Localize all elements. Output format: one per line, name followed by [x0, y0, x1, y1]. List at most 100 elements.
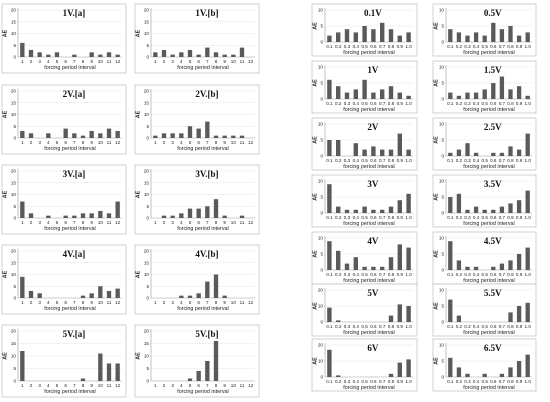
y-tick-label: 5: [441, 304, 444, 309]
y-tick-label: 5: [441, 252, 444, 257]
x-tick-label: 0.4: [353, 44, 360, 49]
chart-panel: 0 5 10 0.1 0.2 0.3 0.4 0.5 0.6 0.7 0.8 0.9 1.0 forcin…: [311, 60, 418, 114]
x-tick-label: 0.5: [361, 101, 368, 106]
bar: [106, 213, 112, 218]
bar: [508, 146, 513, 156]
x-tick-label: 0.6: [370, 158, 377, 163]
x-tick-label: 7: [73, 220, 76, 225]
x-tick-label: 11: [107, 220, 112, 225]
x-tick-label: 4: [47, 383, 50, 388]
bar: [380, 266, 385, 270]
bar: [54, 52, 60, 57]
bar: [465, 143, 470, 156]
bar: [482, 373, 487, 377]
x-tick-label: 0.4: [353, 272, 360, 277]
panel-title: 5V.[b]: [195, 329, 218, 339]
x-tick-label: 0.8: [507, 44, 514, 49]
x-tick-label: 0.2: [456, 324, 463, 329]
y-tick-label: 0: [146, 296, 149, 301]
x-tick-label: 12: [248, 300, 254, 305]
x-tick-label: 0.6: [370, 101, 377, 106]
bar: [516, 35, 522, 42]
bar: [473, 92, 479, 99]
y-axis-label: AE: [3, 110, 9, 118]
x-axis-title: forcing period interval: [44, 65, 96, 71]
x-tick-label: 5: [189, 140, 192, 145]
y-tick-label: 5: [13, 284, 16, 289]
y-tick-label: 0: [13, 296, 16, 301]
bar: [456, 95, 462, 99]
x-tick-label: 1: [21, 59, 24, 64]
bar: [499, 206, 505, 213]
bar: [516, 86, 522, 99]
x-tick-label: 0.1: [326, 44, 333, 49]
y-tick-label: 20: [318, 288, 324, 293]
x-tick-label: 0.1: [326, 324, 333, 329]
bar: [397, 304, 402, 322]
chart-panel: 0 10 20 0.1 0.2 0.3 0.4 0.5 0.6 0.7 0.8 0.9 1.0 forci…: [311, 283, 418, 337]
panel-frame: [1, 3, 127, 74]
y-axis-label: AE: [136, 110, 142, 118]
x-tick-label: 6: [64, 300, 67, 305]
y-tick-label: 15: [11, 180, 17, 185]
x-axis-title: forcing period interval: [463, 330, 515, 336]
x-tick-label: 6: [197, 300, 200, 305]
panel-frame: [134, 244, 260, 315]
bar: [106, 290, 112, 298]
x-axis-title: forcing period interval: [463, 221, 515, 227]
bar: [448, 241, 453, 270]
y-axis-label: AE: [434, 136, 440, 144]
y-axis-label: AE: [313, 357, 319, 365]
y-tick-label: 5: [320, 138, 323, 143]
bar: [499, 263, 505, 270]
bar: [327, 79, 332, 99]
x-tick-label: 2: [163, 59, 166, 64]
bar: [448, 197, 453, 213]
x-tick-label: 0.4: [353, 379, 360, 384]
y-tick-label: 5: [320, 252, 323, 257]
x-tick-label: 11: [107, 383, 112, 388]
panel-title: 0.1V: [364, 8, 382, 18]
x-tick-label: 4: [180, 140, 183, 145]
y-tick-label: 10: [318, 179, 324, 184]
x-tick-label: 0.5: [361, 44, 368, 49]
bar: [205, 361, 210, 381]
x-tick-label: 0.2: [456, 44, 463, 49]
panel-title: 2V: [367, 122, 379, 132]
bar: [196, 54, 201, 57]
bar: [106, 363, 112, 381]
y-axis-label: AE: [434, 250, 440, 258]
bar: [28, 49, 34, 57]
x-tick-label: 2: [30, 220, 33, 225]
bar: [239, 47, 245, 57]
x-tick-label: 5: [189, 300, 192, 305]
bar: [353, 89, 358, 99]
x-tick-label: 12: [115, 383, 121, 388]
x-axis-title: forcing period interval: [463, 164, 515, 170]
x-tick-label: 2: [163, 220, 166, 225]
x-tick-label: 0.9: [516, 324, 523, 329]
x-tick-label: 0.5: [361, 215, 368, 220]
bar: [72, 54, 77, 57]
bar: [336, 86, 341, 99]
x-tick-label: 0.4: [473, 158, 480, 163]
x-tick-label: 11: [240, 59, 245, 64]
bar: [397, 200, 402, 213]
x-tick-label: 8: [82, 383, 85, 388]
x-tick-label: 0.1: [447, 158, 454, 163]
bar: [465, 266, 470, 270]
x-tick-label: 0.9: [397, 44, 404, 49]
bar: [525, 247, 530, 270]
y-tick-label: 10: [318, 236, 324, 241]
bar: [327, 349, 332, 377]
x-tick-label: 1: [21, 220, 24, 225]
x-tick-label: 3: [38, 220, 41, 225]
bar: [499, 76, 505, 99]
bar: [46, 215, 51, 218]
bar: [516, 149, 522, 156]
x-axis-title: forcing period interval: [463, 385, 515, 391]
